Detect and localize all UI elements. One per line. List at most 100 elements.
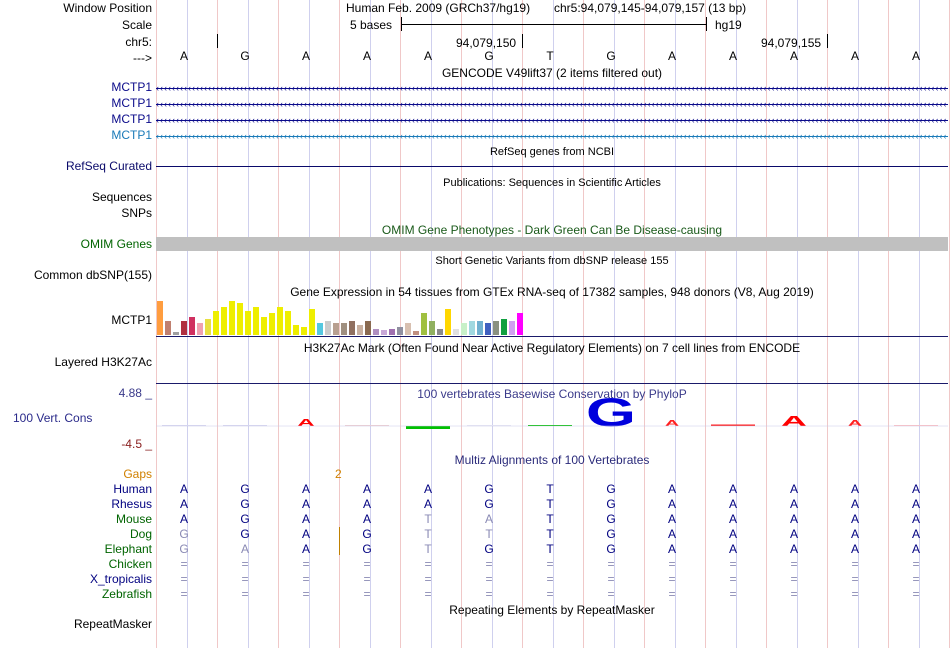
gtex-tissue-bar[interactable] (405, 323, 411, 335)
gtex-tissue-bar[interactable] (325, 321, 331, 335)
aligned-base: A (728, 542, 737, 556)
gtex-tissue-bar[interactable] (469, 321, 475, 335)
strand-chevrons: ‹‹‹‹‹‹‹‹‹‹‹‹‹‹‹‹‹‹‹‹‹‹‹‹‹‹‹‹‹‹‹‹‹‹‹‹‹‹‹‹… (156, 116, 948, 125)
omim-gene-bar[interactable] (156, 237, 948, 251)
gtex-tissue-bar[interactable] (453, 329, 459, 335)
gtex-tissue-bar[interactable] (389, 329, 395, 335)
aligned-base: G (606, 542, 616, 556)
multiz-track-title[interactable]: Multiz Alignments of 100 Vertebrates (454, 453, 650, 467)
gtex-tissue-bar[interactable] (349, 321, 355, 335)
gtex-tissue-bar[interactable] (365, 321, 371, 335)
gtex-tissue-bar[interactable] (317, 323, 323, 335)
gtex-tissue-bar[interactable] (373, 329, 379, 335)
gencode-transcript-line[interactable] (156, 88, 948, 89)
aligned-base: A (667, 512, 676, 526)
gtex-track-title[interactable]: Gene Expression in 54 tissues from GTEx … (290, 285, 814, 299)
gtex-tissue-bar[interactable] (197, 323, 203, 335)
gtex-tissue-bar[interactable] (269, 313, 275, 335)
species-label[interactable]: Rhesus (111, 497, 152, 511)
pubs-track-title[interactable]: Publications: Sequences in Scientific Ar… (443, 177, 661, 189)
gtex-tissue-bar[interactable] (485, 323, 491, 335)
gtex-expression-bars[interactable] (157, 300, 557, 335)
gtex-tissue-bar[interactable] (301, 327, 307, 335)
scale-text: 5 bases (350, 18, 393, 32)
gtex-tissue-bar[interactable] (509, 321, 515, 335)
gtex-tissue-bar[interactable] (213, 311, 219, 335)
gtex-tissue-bar[interactable] (229, 301, 235, 335)
gtex-tissue-bar[interactable] (277, 307, 283, 335)
gencode-transcript-line[interactable] (156, 136, 948, 137)
gaps-label[interactable]: Gaps (123, 467, 152, 481)
species-label[interactable]: X_tropicalis (89, 572, 152, 586)
gencode-item-label[interactable]: MCTP1 (111, 112, 152, 126)
species-label[interactable]: Zebrafish (101, 587, 152, 601)
phylop-label[interactable]: 100 Vert. Cons (13, 411, 93, 425)
gencode-track-title[interactable]: GENCODE V49lift37 (2 items filtered out) (441, 66, 663, 80)
phylop-track-title[interactable]: 100 vertebrates Basewise Conservation by… (417, 387, 687, 401)
h3k27ac-label[interactable]: Layered H3K27Ac (54, 355, 152, 369)
aligned-base: A (179, 497, 188, 511)
gtex-tissue-bar[interactable] (157, 301, 163, 335)
gencode-item-label[interactable]: MCTP1 (111, 128, 152, 142)
refseq-track-line[interactable] (156, 166, 948, 167)
species-label[interactable]: Mouse (115, 512, 152, 526)
gtex-tissue-bar[interactable] (237, 303, 243, 335)
gtex-tissue-bar[interactable] (261, 317, 267, 335)
aligned-base: G (606, 512, 616, 526)
gencode-item-label[interactable]: MCTP1 (111, 80, 152, 94)
gtex-tissue-bar[interactable] (493, 321, 499, 335)
strand-arrow-label[interactable]: ---> (133, 51, 152, 65)
snps-label[interactable]: SNPs (121, 206, 152, 220)
gtex-tissue-bar[interactable] (477, 321, 483, 335)
gtex-tissue-bar[interactable] (245, 311, 251, 335)
base-letter: A (789, 49, 798, 63)
gtex-tissue-bar[interactable] (517, 313, 523, 335)
species-label[interactable]: Dog (129, 527, 152, 541)
species-label[interactable]: Elephant (104, 542, 152, 556)
species-label[interactable]: Chicken (108, 557, 152, 571)
sequences-label[interactable]: Sequences (91, 190, 152, 204)
gtex-tissue-bar[interactable] (173, 332, 179, 335)
gtex-tissue-bar[interactable] (413, 331, 419, 335)
gencode-transcript-line[interactable] (156, 120, 948, 121)
dbsnp-label[interactable]: Common dbSNP(155) (33, 268, 152, 282)
gtex-label[interactable]: MCTP1 (111, 313, 152, 327)
gencode-transcript-line[interactable] (156, 104, 948, 105)
gencode-item-label[interactable]: MCTP1 (111, 96, 152, 110)
gtex-tissue-bar[interactable] (181, 321, 187, 335)
aligned-base: = (851, 572, 859, 586)
gtex-tissue-bar[interactable] (309, 309, 315, 335)
species-label[interactable]: Human (113, 482, 152, 496)
gtex-tissue-bar[interactable] (429, 321, 435, 335)
h3k27ac-track-title[interactable]: H3K27Ac Mark (Often Found Near Active Re… (303, 341, 801, 355)
gtex-tissue-bar[interactable] (421, 313, 427, 335)
gtex-tissue-bar[interactable] (437, 329, 443, 335)
gtex-tissue-bar[interactable] (333, 323, 339, 335)
aligned-base: A (850, 542, 859, 556)
gtex-tissue-bar[interactable] (341, 323, 347, 335)
base-letter: A (911, 49, 920, 63)
gtex-tissue-bar[interactable] (205, 319, 211, 335)
repeatmasker-track-title[interactable]: Repeating Elements by RepeatMasker (449, 603, 655, 617)
dbsnp-track-title[interactable]: Short Genetic Variants from dbSNP releas… (435, 255, 669, 267)
gtex-tissue-bar[interactable] (293, 325, 299, 335)
refseq-track-title[interactable]: RefSeq genes from NCBI (489, 146, 615, 158)
repeatmasker-label[interactable]: RepeatMasker (73, 617, 152, 631)
refseq-label[interactable]: RefSeq Curated (65, 159, 152, 173)
gtex-tissue-bar[interactable] (221, 307, 227, 335)
gtex-tissue-bar[interactable] (165, 321, 171, 335)
omim-track-title[interactable]: OMIM Gene Phenotypes - Dark Green Can Be… (381, 223, 723, 237)
gtex-tissue-bar[interactable] (381, 330, 387, 335)
gtex-tissue-bar[interactable] (501, 319, 507, 335)
omim-label[interactable]: OMIM Genes (80, 237, 152, 251)
gtex-tissue-bar[interactable] (253, 307, 259, 335)
gtex-tissue-bar[interactable] (357, 325, 363, 335)
gtex-tissue-bar[interactable] (397, 327, 403, 335)
gtex-tissue-bar[interactable] (189, 317, 195, 335)
gtex-tissue-bar[interactable] (285, 311, 291, 335)
aligned-base: A (789, 512, 798, 526)
gtex-tissue-bar[interactable] (445, 309, 451, 335)
gtex-tissue-bar[interactable] (461, 323, 467, 335)
